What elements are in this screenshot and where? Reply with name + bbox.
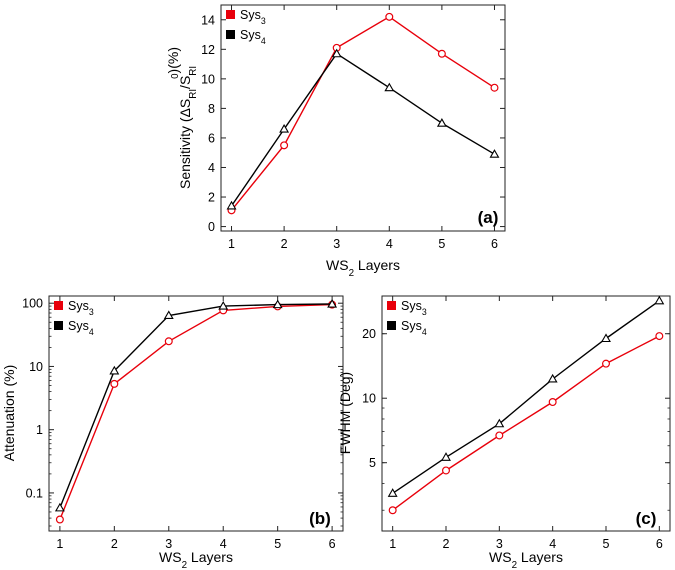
x-axis-title: WS2 Layers (159, 549, 233, 570)
x-axis-title: WS2 Layers (489, 549, 563, 570)
data-point (548, 398, 557, 407)
legend-label: Sys3 (401, 299, 427, 317)
y-tick-label: 0.1 (26, 486, 43, 500)
legend-label: Sys4 (68, 319, 94, 337)
data-point (331, 48, 342, 58)
x-tick-label: 1 (56, 537, 63, 551)
legend-label: Sys4 (401, 319, 427, 337)
x-tick-label: 4 (386, 237, 393, 251)
x-tick-label: 1 (228, 237, 235, 251)
data-point (388, 506, 397, 515)
panel-label: (b) (309, 509, 331, 528)
x-tick-label: 6 (491, 237, 498, 251)
x-tick-label: 5 (603, 537, 610, 551)
x-tick-label: 2 (443, 537, 450, 551)
data-point (272, 299, 283, 309)
chart-panel-c: 1 2 3 4 5 6 5 10 20 Sys3 Sys4 WS2 Layers FWHM (Deg) (… (337, 295, 671, 570)
y-tick-label: 20 (362, 327, 376, 341)
y-axis-title: Sensitivity (ΔSRI/SRI0)(%) (165, 47, 199, 189)
x-tick-label: 6 (329, 537, 336, 551)
legend-label: Sys3 (240, 8, 266, 26)
data-point (489, 149, 500, 158)
legend-swatch (226, 10, 235, 19)
legend-label: Sys4 (240, 28, 266, 46)
y-axis-title: Attenuation (%) (1, 365, 17, 462)
legend-swatch (387, 301, 396, 310)
y-tick-label: 8 (208, 102, 215, 116)
data-point (494, 418, 505, 428)
y-axis-title: FWHM (Deg) (337, 372, 353, 454)
data-point (547, 373, 558, 383)
legend-swatch (226, 30, 235, 39)
data-point (279, 123, 290, 133)
x-tick-label: 5 (438, 237, 445, 251)
data-point (164, 337, 173, 346)
y-tick-label: 10 (201, 72, 215, 86)
data-point (110, 379, 119, 388)
y-tick-label: 2 (208, 191, 215, 205)
x-tick-label: 3 (496, 537, 503, 551)
y-tick-label: 1 (36, 423, 43, 437)
plot-frame (381, 295, 671, 532)
data-point (655, 332, 664, 341)
chart-panel-b: 1 2 3 4 5 6 0.1 1 10 100 Sys3 Sys4 WS2 Layers Attenua… (1, 295, 344, 570)
y-tick-label: 4 (208, 161, 215, 175)
data-point (441, 452, 451, 461)
data-point (109, 365, 120, 375)
series-line-sys3 (392, 335, 660, 511)
x-tick-label: 3 (165, 537, 172, 551)
data-point (327, 298, 338, 308)
series-line-sys4 (392, 300, 660, 494)
series-line-sys3 (59, 303, 333, 520)
data-point (387, 488, 398, 497)
data-point (654, 295, 665, 305)
x-tick-label: 6 (656, 537, 663, 551)
y-tick-label: 10 (362, 392, 376, 406)
data-point (601, 359, 610, 368)
x-axis-title: WS2 Layers (326, 257, 400, 279)
x-tick-label: 2 (281, 237, 288, 251)
data-point (601, 333, 611, 343)
data-point (384, 82, 395, 92)
y-tick-label: 100 (22, 297, 43, 311)
y-tick-label: 12 (201, 43, 215, 57)
data-point (436, 118, 447, 127)
series-line-sys4 (230, 52, 495, 207)
x-tick-label: 3 (333, 237, 340, 251)
legend-swatch (54, 321, 63, 330)
legend-label: Sys3 (68, 299, 94, 317)
plot-frame (48, 295, 344, 532)
x-tick-label: 1 (389, 537, 396, 551)
data-point (218, 300, 229, 310)
panel-label: (c) (636, 509, 657, 528)
y-tick-label: 14 (201, 13, 215, 27)
panel-label: (a) (478, 208, 499, 227)
data-point (54, 502, 65, 512)
data-point (55, 515, 64, 524)
data-point (280, 141, 289, 150)
x-tick-label: 4 (549, 537, 556, 551)
plot-frame (220, 4, 506, 232)
legend-swatch (387, 321, 396, 330)
data-point (442, 466, 451, 475)
data-point (490, 83, 499, 92)
data-point (163, 310, 174, 320)
y-tick-label: 0 (208, 220, 215, 234)
y-tick-label: 6 (208, 131, 215, 145)
legend-swatch (54, 301, 63, 310)
data-point (385, 12, 394, 21)
data-point (437, 49, 446, 58)
series-line-sys3 (230, 15, 495, 211)
y-tick-label: 10 (29, 360, 43, 374)
series-line-sys4 (59, 303, 333, 509)
x-tick-label: 5 (274, 537, 281, 551)
y-tick-label: 5 (369, 456, 376, 470)
data-point (495, 431, 504, 440)
data-point (226, 200, 237, 210)
x-tick-label: 2 (111, 537, 118, 551)
x-tick-label: 4 (220, 537, 227, 551)
